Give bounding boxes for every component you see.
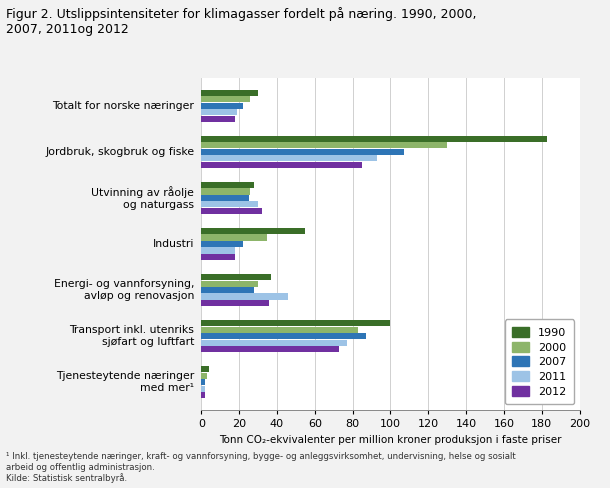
Bar xyxy=(201,136,547,142)
Bar xyxy=(201,340,347,346)
Bar xyxy=(201,188,251,195)
Text: ¹ Inkl. tjenesteytende næringer, kraft- og vannforsyning, bygge- og anleggsvirks: ¹ Inkl. tjenesteytende næringer, kraft- … xyxy=(6,452,516,483)
Bar xyxy=(201,90,258,96)
Bar xyxy=(201,149,404,155)
Bar xyxy=(201,326,358,333)
Bar xyxy=(201,392,205,398)
Bar xyxy=(201,293,289,300)
Bar xyxy=(201,182,254,188)
Bar xyxy=(201,208,262,214)
Bar xyxy=(201,116,235,122)
Bar xyxy=(201,228,306,234)
Bar xyxy=(201,281,258,287)
Bar xyxy=(201,195,249,201)
Bar xyxy=(201,162,362,168)
Bar xyxy=(201,247,235,254)
Bar xyxy=(201,320,390,326)
Bar xyxy=(201,109,237,115)
Bar xyxy=(201,254,235,260)
Bar xyxy=(201,366,209,372)
X-axis label: Tonn CO₂-ekvivalenter per million kroner produksjon i faste priser: Tonn CO₂-ekvivalenter per million kroner… xyxy=(219,434,562,445)
Bar xyxy=(201,201,258,207)
Bar xyxy=(201,274,271,280)
Bar xyxy=(201,386,205,392)
Text: Figur 2. Utslippsintensiteter for klimagasser fordelt på næring. 1990, 2000,
200: Figur 2. Utslippsintensiteter for klimag… xyxy=(6,7,476,36)
Bar xyxy=(201,96,251,102)
Bar xyxy=(201,346,339,352)
Legend: 1990, 2000, 2007, 2011, 2012: 1990, 2000, 2007, 2011, 2012 xyxy=(504,319,574,405)
Bar xyxy=(201,155,377,162)
Bar xyxy=(201,379,205,386)
Bar xyxy=(201,102,243,109)
Bar xyxy=(201,333,366,339)
Bar xyxy=(201,142,447,148)
Bar xyxy=(201,373,207,379)
Bar xyxy=(201,234,267,241)
Bar xyxy=(201,287,254,293)
Bar xyxy=(201,300,270,306)
Bar xyxy=(201,241,243,247)
